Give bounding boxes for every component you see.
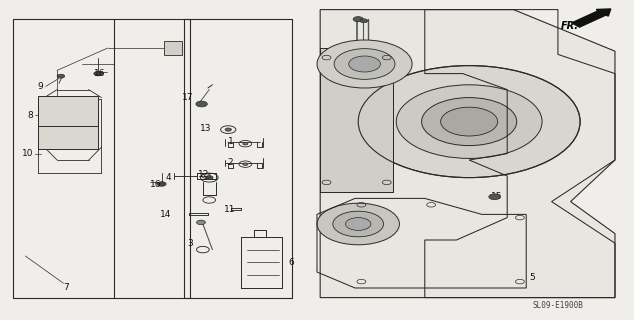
Circle shape	[422, 98, 517, 146]
FancyBboxPatch shape	[38, 96, 98, 126]
Text: 7: 7	[63, 284, 69, 292]
Circle shape	[317, 203, 399, 245]
Text: 16: 16	[94, 69, 105, 78]
Circle shape	[346, 218, 371, 230]
Circle shape	[205, 176, 213, 180]
Circle shape	[349, 56, 380, 72]
Text: 8: 8	[27, 111, 33, 120]
FancyBboxPatch shape	[164, 41, 182, 55]
Text: 5: 5	[529, 273, 535, 282]
Circle shape	[243, 142, 248, 145]
Circle shape	[333, 211, 384, 237]
Circle shape	[243, 163, 248, 165]
FancyArrow shape	[572, 9, 611, 27]
Text: 14: 14	[160, 210, 171, 219]
Circle shape	[353, 17, 363, 22]
Text: 11: 11	[224, 205, 235, 214]
Text: 10: 10	[22, 149, 33, 158]
Circle shape	[317, 40, 412, 88]
Text: 17: 17	[182, 93, 193, 102]
Circle shape	[360, 19, 368, 23]
FancyBboxPatch shape	[38, 114, 98, 149]
Text: 6: 6	[288, 258, 294, 267]
Text: 9: 9	[37, 82, 43, 91]
Circle shape	[157, 182, 166, 186]
Text: 12: 12	[198, 170, 210, 179]
Text: 2: 2	[228, 158, 233, 167]
Text: 4: 4	[165, 173, 171, 182]
Text: 16: 16	[150, 180, 162, 188]
Text: 13: 13	[200, 124, 211, 133]
Polygon shape	[320, 48, 393, 192]
Circle shape	[225, 128, 231, 131]
Text: 1: 1	[228, 137, 233, 146]
Circle shape	[396, 85, 542, 158]
Circle shape	[57, 74, 65, 78]
Text: SL09-E1900B: SL09-E1900B	[533, 301, 583, 310]
Circle shape	[334, 49, 395, 79]
Text: 15: 15	[491, 192, 503, 201]
Circle shape	[358, 66, 580, 178]
Circle shape	[489, 194, 500, 200]
Circle shape	[94, 71, 103, 76]
Polygon shape	[320, 10, 615, 298]
Text: FR.: FR.	[561, 20, 579, 31]
Circle shape	[441, 107, 498, 136]
Circle shape	[196, 101, 207, 107]
Text: 3: 3	[188, 239, 193, 248]
Circle shape	[197, 220, 205, 225]
